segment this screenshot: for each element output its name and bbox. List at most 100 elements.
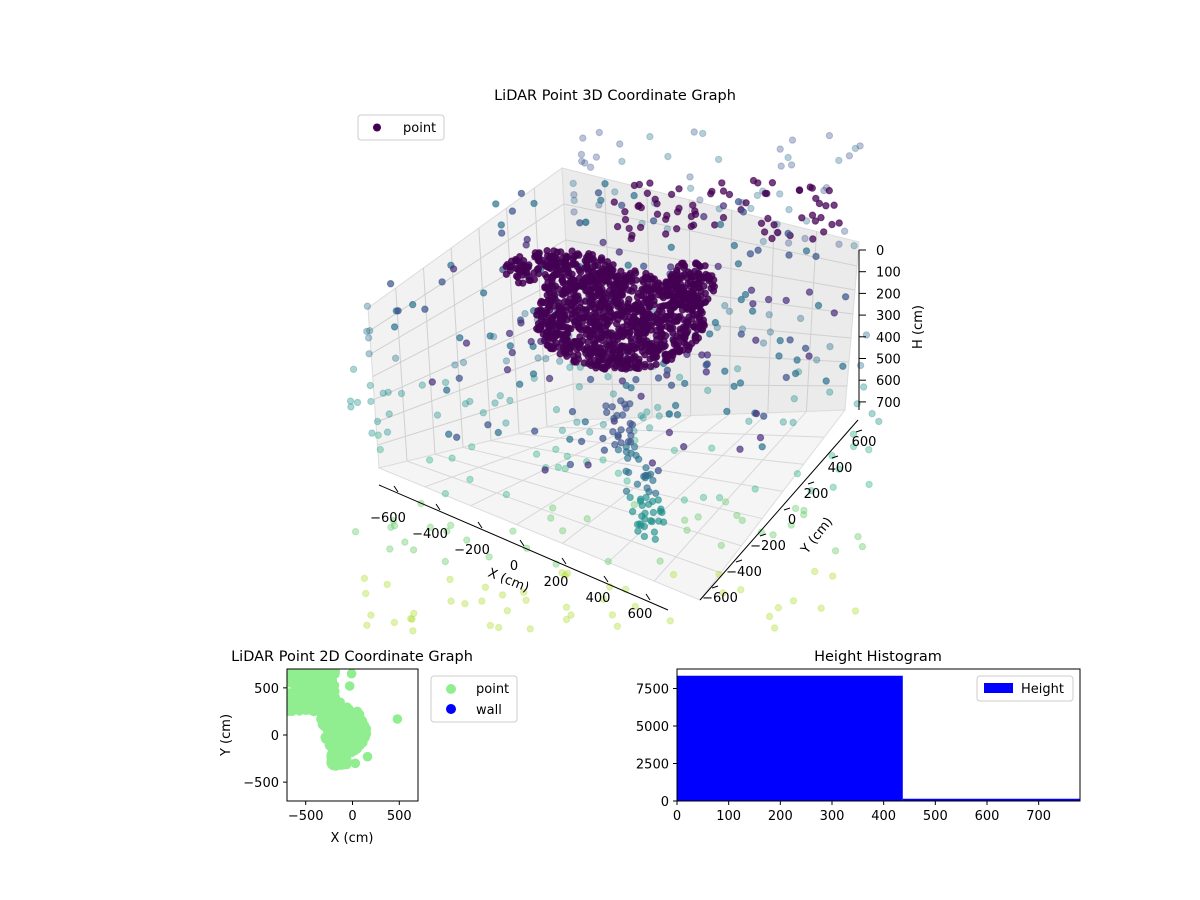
data-point-3d (407, 614, 415, 623)
data-point-3d (468, 443, 476, 451)
data-point-3d (652, 360, 660, 369)
data-point-3d (577, 150, 586, 159)
data-point-3d (609, 428, 617, 436)
z-axis-label-3d: H (cm) (911, 305, 926, 349)
data-point-3d (675, 373, 684, 381)
data-point-3d (478, 597, 486, 605)
data-point-3d (702, 270, 710, 279)
data-point-3d (443, 386, 451, 394)
axes-2d: −500 0 500 −500 0 500 (243, 682, 411, 824)
data-point-3d (760, 412, 768, 420)
data-point-3d (718, 179, 726, 187)
chart-title-hist: Height Histogram (814, 649, 942, 665)
data-point-3d (433, 411, 442, 419)
data-point-3d (485, 553, 493, 561)
data-point-3d (647, 319, 656, 327)
data-point-3d (401, 538, 409, 546)
data-point-3d (664, 291, 672, 300)
data-point-2d (295, 688, 306, 698)
data-point-3d (549, 284, 557, 292)
data-point-3d (583, 287, 592, 295)
data-point-3d (706, 330, 714, 338)
data-point-3d (646, 303, 654, 311)
data-point-3d (631, 602, 639, 611)
data-point-3d (680, 443, 688, 451)
data-point-3d (696, 196, 704, 204)
data-point-3d (559, 344, 568, 352)
data-point-3d (575, 383, 584, 391)
data-point-3d (746, 250, 755, 258)
data-point-3d (479, 289, 488, 297)
data-point-3d (497, 221, 505, 229)
data-point-3d (789, 597, 798, 605)
data-point-3d (397, 389, 406, 398)
y-axis-label-3d: Y (cm) (798, 515, 836, 558)
data-point-3d (784, 229, 792, 238)
data-point-3d (788, 136, 797, 144)
data-point-3d (582, 349, 590, 357)
histogram-bar (902, 798, 1080, 801)
data-point-3d (421, 305, 429, 313)
data-point-3d (845, 152, 854, 160)
data-point-3d (547, 514, 555, 522)
data-point-3d (603, 408, 611, 417)
data-point-3d (491, 399, 499, 407)
data-point-3d (719, 589, 727, 597)
data-point-3d (826, 342, 834, 351)
data-point-3d (703, 360, 711, 368)
data-point-3d (566, 363, 574, 372)
data-point-3d (708, 444, 716, 452)
data-point-3d (610, 414, 618, 423)
data-point-3d (715, 494, 724, 502)
data-point-3d (822, 202, 830, 210)
data-point-3d (455, 374, 463, 382)
data-point-3d (623, 477, 631, 485)
data-point-3d (835, 156, 843, 165)
data-point-3d (749, 300, 757, 308)
data-point-3d (541, 270, 549, 279)
data-point-3d (692, 332, 700, 340)
data-point-3d (597, 256, 605, 264)
data-point-3d (367, 397, 375, 406)
data-point-3d (741, 290, 750, 299)
data-point-3d (410, 609, 418, 618)
grid-line (563, 203, 858, 267)
data-point-3d (849, 430, 858, 438)
data-point-3d (649, 217, 658, 225)
data-point-3d (408, 615, 416, 623)
data-point-3d (663, 285, 671, 293)
data-point-3d (675, 348, 683, 356)
data-point-3d (856, 361, 865, 370)
x-tick-mark (435, 503, 441, 511)
data-point-3d (849, 442, 858, 451)
data-point-3d (461, 400, 470, 408)
data-point-3d (658, 508, 666, 517)
data-point-3d (438, 278, 446, 286)
data-point-3d (625, 328, 633, 336)
data-point-3d (451, 361, 459, 369)
data-point-3d (443, 527, 451, 535)
data-point-3d (675, 185, 683, 193)
data-point-3d (829, 572, 837, 580)
y-axis-line (699, 419, 859, 601)
data-point-2d (320, 732, 331, 743)
grid-line (573, 383, 848, 387)
y-tick-mark (855, 429, 863, 433)
data-point-3d (550, 302, 558, 310)
data-point-3d (835, 219, 843, 227)
x-tick-label: 0 (510, 559, 518, 574)
data-point-3d (716, 220, 725, 229)
data-point-3d (645, 488, 653, 496)
data-point-3d (592, 280, 601, 288)
data-point-3d (737, 586, 745, 594)
data-point-3d (652, 489, 660, 497)
data-point-3d (835, 465, 843, 473)
data-point-3d (560, 322, 568, 331)
data-point-3d (805, 352, 813, 360)
data-point-3d (599, 238, 607, 247)
data-point-3d (590, 340, 599, 348)
data-point-3d (858, 542, 867, 551)
data-point-3d (776, 336, 784, 345)
data-point-3d (600, 446, 609, 454)
data-point-3d (619, 308, 627, 316)
